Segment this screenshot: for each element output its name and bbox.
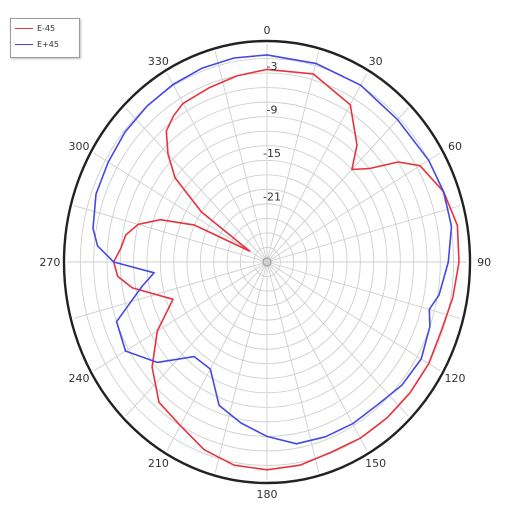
angular-grid-spoke <box>166 72 268 263</box>
radial-tick-label: -3 <box>267 60 278 73</box>
radial-tick-label: -21 <box>263 191 281 204</box>
angular-tick-label: 30 <box>369 55 383 68</box>
angular-tick-label: 240 <box>69 372 90 385</box>
legend-label: E+45 <box>37 40 59 49</box>
angular-tick-label: 210 <box>148 457 169 470</box>
angular-grid-spoke <box>266 261 441 372</box>
angular-tick-label: 180 <box>257 488 278 501</box>
angular-grid-spoke <box>93 261 268 372</box>
radial-tick-label: -15 <box>263 147 281 160</box>
series-line-blue <box>92 54 453 445</box>
angular-grid-spoke <box>266 152 441 263</box>
legend-item: E+45 <box>15 38 79 52</box>
angular-grid-spoke <box>266 51 320 263</box>
angular-grid-spoke <box>125 107 268 263</box>
angular-grid-spoke <box>73 261 268 319</box>
angular-grid-spoke <box>266 261 320 473</box>
legend: E-45 E+45 <box>10 18 80 58</box>
angular-tick-label: 330 <box>148 55 169 68</box>
angular-grid-spoke <box>214 51 268 263</box>
legend-label: E-45 <box>37 24 56 33</box>
angular-grid-spoke <box>93 152 268 263</box>
angular-tick-label: 90 <box>477 256 491 269</box>
angular-tick-label: 60 <box>448 140 462 153</box>
angular-grid-spoke <box>73 205 268 263</box>
series-line-red <box>112 68 460 471</box>
angular-grid-spoke <box>125 261 268 417</box>
angular-grid-spoke <box>214 261 268 473</box>
angular-tick-label: 150 <box>365 457 386 470</box>
angular-tick-label: 270 <box>39 256 60 269</box>
legend-swatch-blue <box>15 44 33 45</box>
radial-tick-label: -9 <box>267 103 278 116</box>
angular-grid-spoke <box>266 261 461 319</box>
angular-tick-label: 0 <box>264 24 271 37</box>
center-marker <box>262 257 272 267</box>
angular-grid-spoke <box>266 107 409 263</box>
angular-grid-spoke <box>266 261 368 452</box>
legend-item: E-45 <box>15 22 79 36</box>
angular-tick-label: 300 <box>69 140 90 153</box>
angular-grid-spoke <box>266 205 461 263</box>
legend-swatch-red <box>15 28 33 29</box>
angular-grid-spoke <box>266 261 409 417</box>
angular-grid-spoke <box>166 261 268 452</box>
angular-tick-label: 120 <box>445 372 466 385</box>
